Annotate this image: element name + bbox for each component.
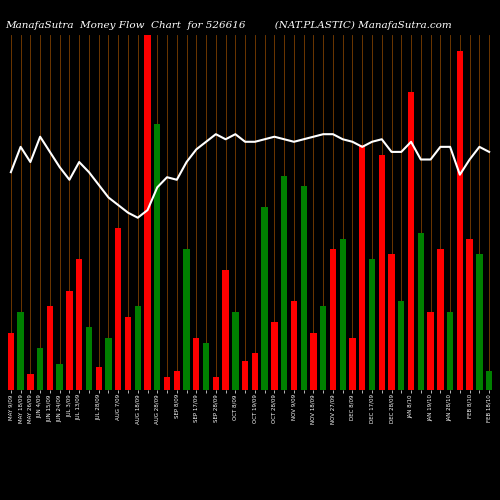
Bar	[486, 371, 492, 390]
Bar	[447, 312, 454, 390]
Bar	[154, 124, 160, 390]
Bar	[76, 260, 82, 390]
Bar	[476, 254, 482, 390]
Bar	[212, 378, 219, 390]
Bar	[134, 306, 141, 390]
Bar	[37, 348, 44, 390]
Bar	[222, 270, 229, 390]
Bar	[27, 374, 34, 390]
Bar	[242, 361, 248, 390]
Bar	[106, 338, 112, 390]
Bar	[291, 301, 297, 390]
Bar	[310, 332, 316, 390]
Bar	[46, 306, 53, 390]
Bar	[300, 186, 307, 390]
Bar	[115, 228, 121, 390]
Bar	[320, 306, 326, 390]
Bar	[388, 254, 394, 390]
Bar	[378, 155, 385, 390]
Bar	[164, 378, 170, 390]
Bar	[330, 249, 336, 390]
Bar	[281, 176, 287, 390]
Bar	[271, 322, 278, 390]
Bar	[96, 367, 102, 390]
Bar	[340, 238, 346, 390]
Bar	[408, 92, 414, 390]
Bar	[125, 317, 131, 390]
Bar	[369, 260, 375, 390]
Bar	[466, 238, 473, 390]
Bar	[144, 35, 150, 390]
Bar	[56, 364, 63, 390]
Bar	[437, 249, 444, 390]
Text: ManafaSutra  Money Flow  Chart  for 526616         (NAT.PLASTIC) ManafaSutra.com: ManafaSutra Money Flow Chart for 526616 …	[5, 21, 452, 30]
Bar	[456, 50, 463, 390]
Bar	[252, 354, 258, 390]
Bar	[262, 208, 268, 390]
Bar	[193, 338, 200, 390]
Bar	[359, 144, 366, 390]
Bar	[66, 291, 72, 390]
Bar	[184, 249, 190, 390]
Bar	[18, 312, 24, 390]
Bar	[8, 332, 14, 390]
Bar	[350, 338, 356, 390]
Bar	[86, 328, 92, 390]
Bar	[428, 312, 434, 390]
Bar	[203, 343, 209, 390]
Bar	[232, 312, 238, 390]
Bar	[174, 371, 180, 390]
Bar	[398, 301, 404, 390]
Bar	[418, 234, 424, 390]
